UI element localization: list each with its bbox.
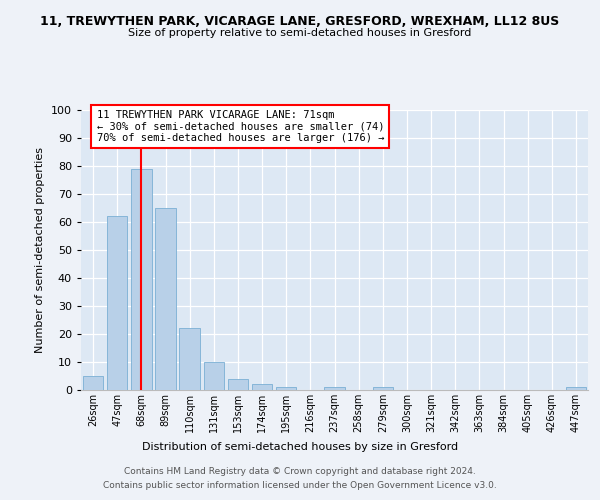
Bar [83, 376, 103, 390]
Text: Size of property relative to semi-detached houses in Gresford: Size of property relative to semi-detach… [128, 28, 472, 38]
Bar [324, 387, 345, 390]
Bar [373, 387, 393, 390]
Bar [227, 379, 248, 390]
Bar [203, 362, 224, 390]
Text: Distribution of semi-detached houses by size in Gresford: Distribution of semi-detached houses by … [142, 442, 458, 452]
Bar [131, 169, 152, 390]
Bar [107, 216, 127, 390]
Bar [179, 328, 200, 390]
Bar [252, 384, 272, 390]
Y-axis label: Number of semi-detached properties: Number of semi-detached properties [35, 147, 46, 353]
Text: Contains public sector information licensed under the Open Government Licence v3: Contains public sector information licen… [103, 481, 497, 490]
Text: 11 TREWYTHEN PARK VICARAGE LANE: 71sqm
← 30% of semi-detached houses are smaller: 11 TREWYTHEN PARK VICARAGE LANE: 71sqm ←… [97, 110, 384, 143]
Text: 11, TREWYTHEN PARK, VICARAGE LANE, GRESFORD, WREXHAM, LL12 8US: 11, TREWYTHEN PARK, VICARAGE LANE, GRESF… [40, 15, 560, 28]
Bar [155, 208, 176, 390]
Text: Contains HM Land Registry data © Crown copyright and database right 2024.: Contains HM Land Registry data © Crown c… [124, 468, 476, 476]
Bar [566, 387, 586, 390]
Bar [276, 387, 296, 390]
